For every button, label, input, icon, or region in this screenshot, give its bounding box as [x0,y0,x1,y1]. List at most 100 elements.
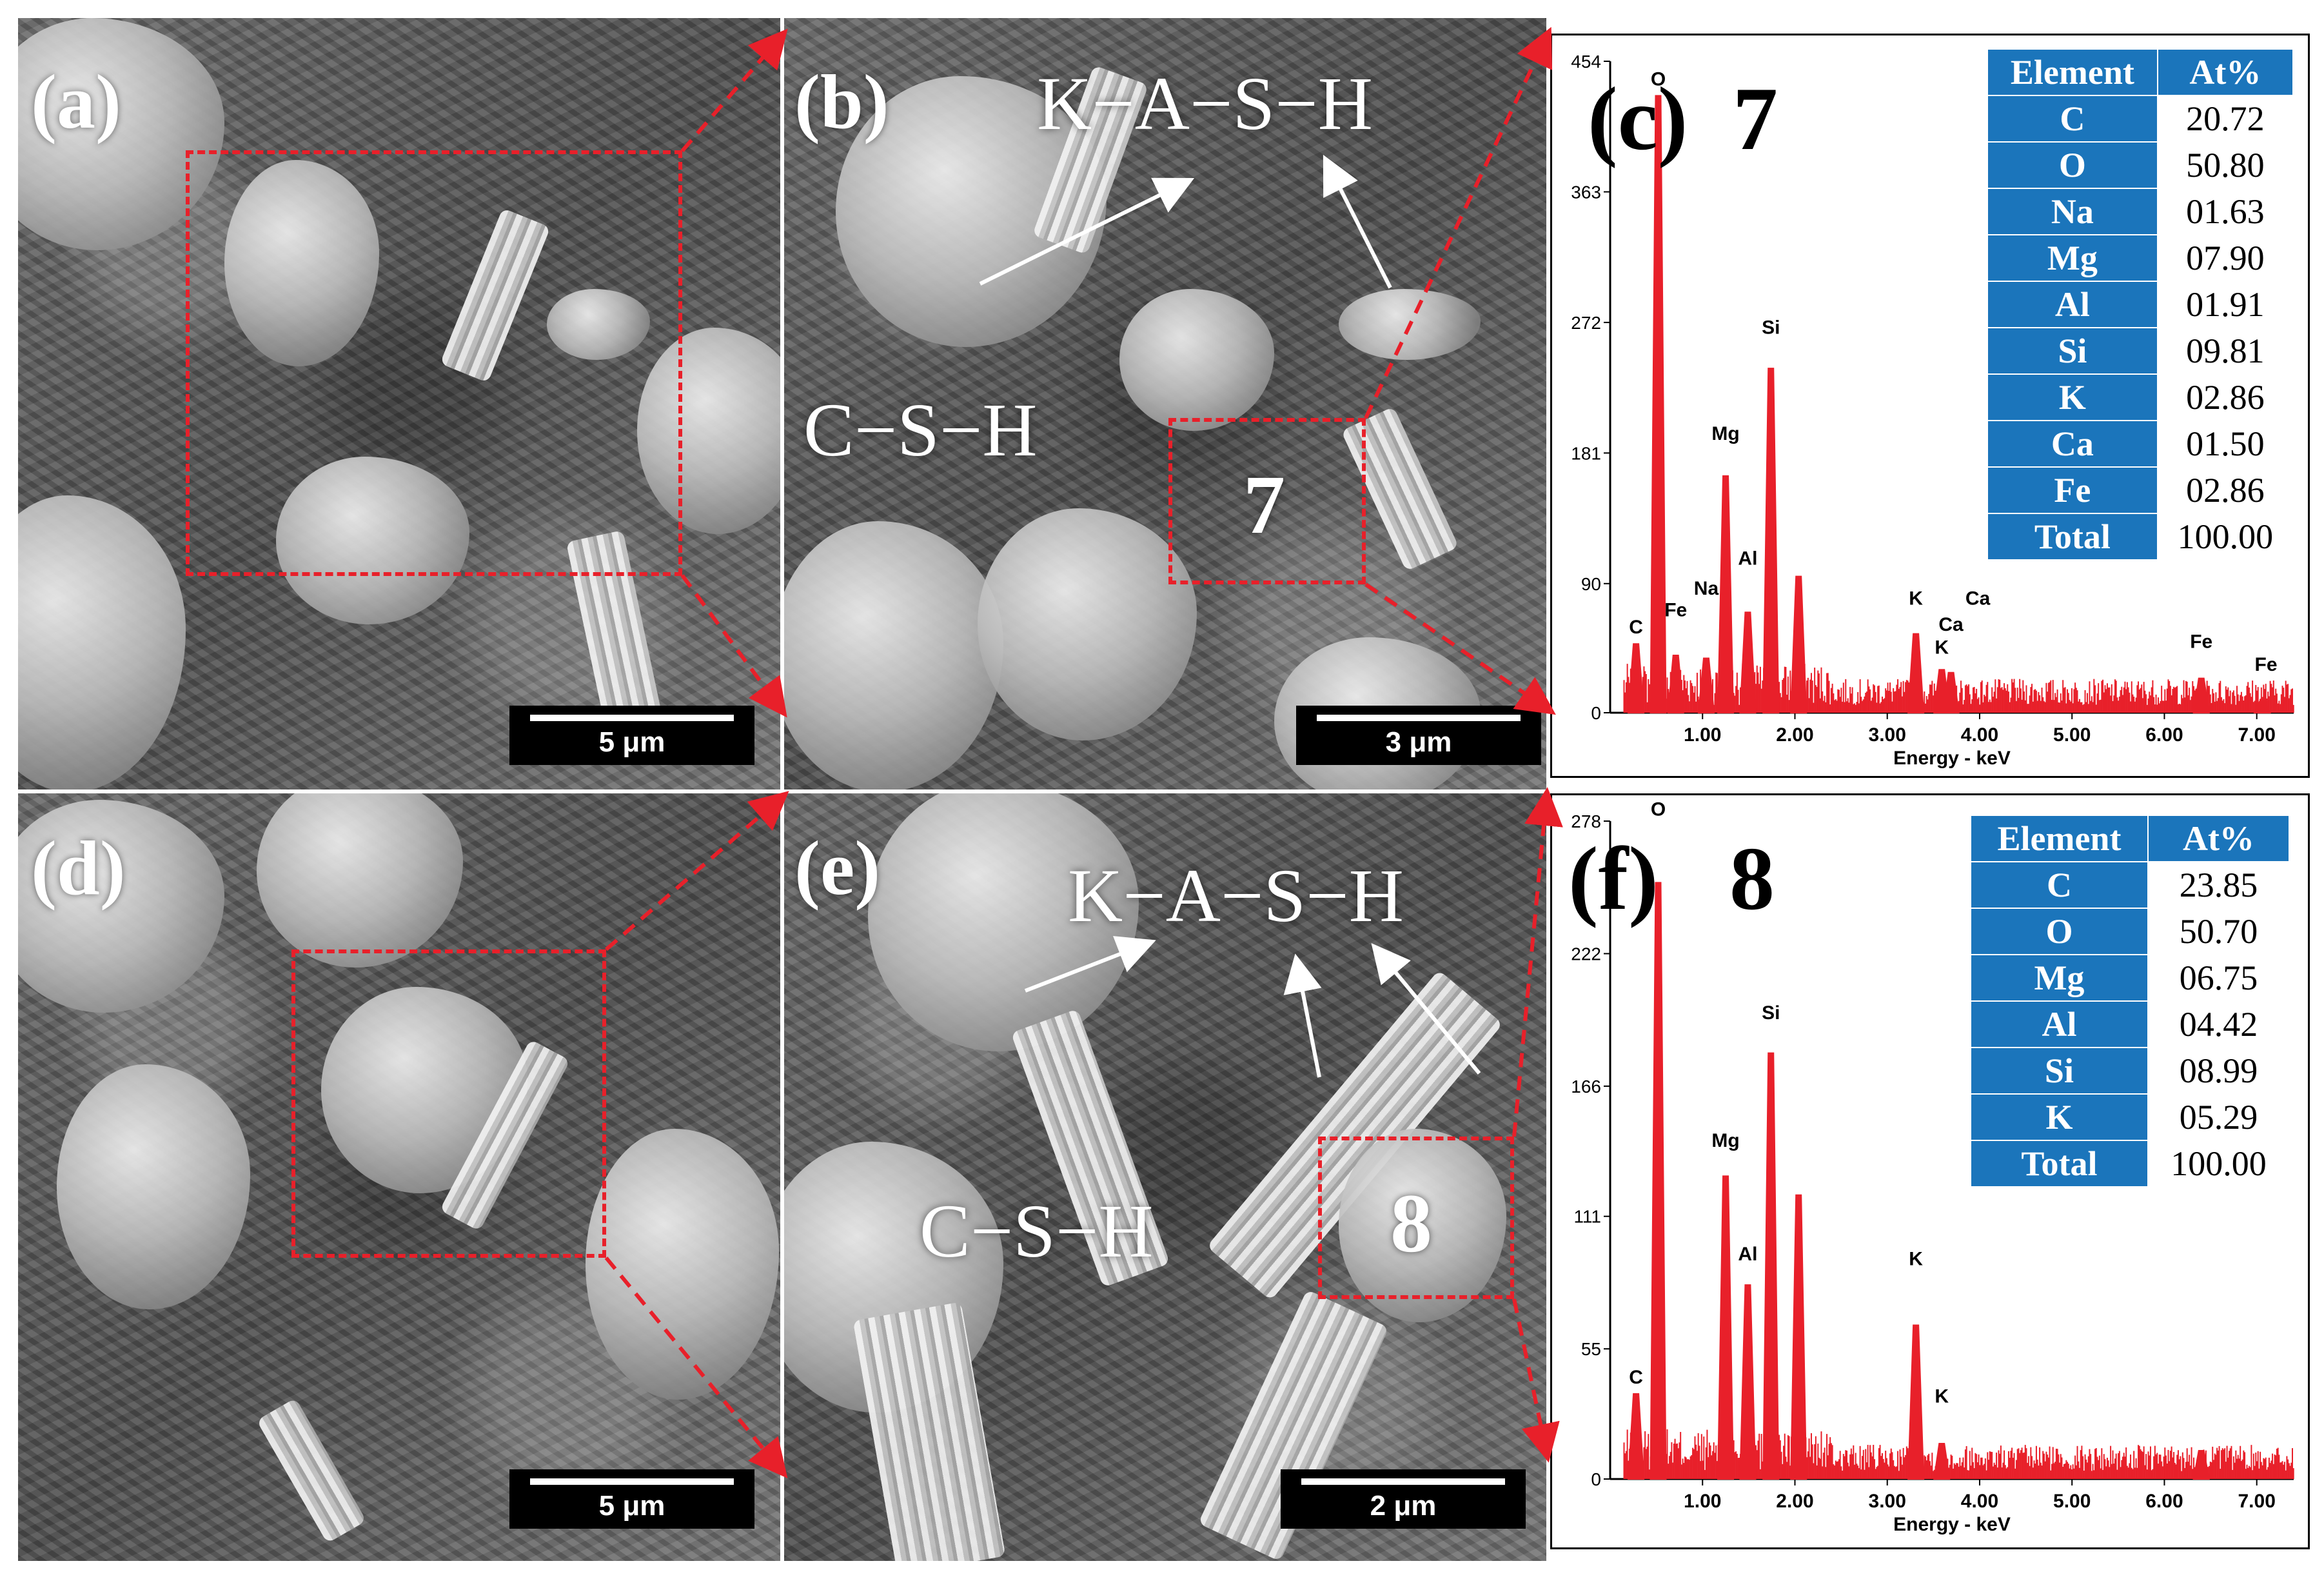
at-percent-cell: 06.75 [2147,954,2290,1002]
at-percent-cell: 02.86 [2156,373,2294,421]
peak-label: Al [1738,548,1757,569]
at-percent-cell: 01.50 [2156,420,2294,468]
eds-point-box-8 [1318,1137,1514,1299]
x-tick-label: 1.00 [1684,724,1721,746]
at-percent-cell: 02.86 [2156,466,2294,514]
at-percent-cell: 100.00 [2147,1140,2290,1187]
element-cell: Fe [1987,466,2158,514]
peak-label: K [1935,637,1949,658]
y-tick-label: 0 [1591,703,1601,723]
element-cell: Total [1970,1140,2149,1187]
scale-bar-line [1301,1478,1505,1485]
y-tick-label: 111 [1573,1207,1601,1227]
table-row: Si 09.81 [1987,327,2294,375]
element-cell: Total [1987,513,2158,561]
particle [868,793,1139,1051]
at-percent-cell: 05.29 [2147,1093,2290,1141]
scale-bar-e: 2 μm [1281,1469,1526,1529]
y-tick-label: 454 [1571,52,1601,72]
scale-bar-line [530,1478,734,1485]
spectrum-peak [1790,1194,1807,1480]
zoom-region-box-d [291,949,606,1258]
at-percent-cell: 01.63 [2156,188,2294,235]
scale-bar-line [1317,715,1521,721]
spectrum-peak-si [1762,368,1780,713]
panel-label-b: (b) [794,59,889,144]
peak-label: Fe [1664,600,1687,621]
table-header-at-percent: At% [2156,48,2294,96]
spectrum-peak-al [1739,1284,1757,1480]
table-row: Fe 02.86 [1987,466,2294,514]
element-cell: Si [1970,1047,2149,1095]
at-percent-cell: 50.70 [2147,908,2290,955]
particle [18,800,224,1013]
eds-point-number-8: 8 [1390,1177,1432,1270]
zoom-region-box-a [186,150,682,576]
y-tick-label: 90 [1581,574,1601,594]
spectrum-peak-c [1628,643,1645,713]
peak-label: O [1651,68,1666,90]
peak-label: C [1629,617,1643,638]
peak-label: Mg [1711,1130,1739,1151]
at-percent-cell: 100.00 [2156,513,2294,561]
element-cell: K [1970,1093,2149,1141]
spectrum-peak-si [1762,1052,1780,1480]
particle [978,508,1197,740]
y-tick-label: 278 [1571,811,1601,831]
table-row: Na 01.63 [1987,188,2294,235]
x-tick-label: 6.00 [2145,1491,2183,1512]
scale-bar-label: 3 μm [1385,726,1452,758]
y-tick-label: 181 [1571,443,1601,463]
composition-table-f: Element At% C 23.85 O 50.70 Mg 06.75 Al 04.4… [1970,815,2290,1187]
element-cell: O [1987,141,2158,189]
element-cell: Si [1987,327,2158,375]
particle [57,1064,250,1309]
scale-bar-label: 5 μm [598,726,665,758]
x-tick-label: 3.00 [1869,1491,1906,1512]
x-tick-label: 5.00 [2053,1491,2091,1512]
table-row: Si 08.99 [1970,1047,2290,1095]
table-header-row: Element At% [1987,48,2294,96]
element-cell: Ca [1987,420,2158,468]
table-row: Mg 06.75 [1970,954,2290,1002]
particle [637,328,780,534]
sem-panel-e: (e) K−A−S−H C−S−H 8 2 μm [784,793,1546,1561]
spectrum-peak-k [1907,1324,1925,1480]
phase-label-csh: C−S−H [920,1189,1154,1273]
scale-bar-label: 2 μm [1370,1490,1437,1522]
peak-label: K [1909,1248,1923,1269]
scale-bar-b: 3 μm [1296,706,1541,765]
scale-bar-d: 5 μm [509,1469,754,1529]
x-axis-label: Energy - keV [1893,748,2011,769]
peak-label: K [1935,1385,1949,1407]
element-cell: Al [1987,281,2158,328]
table-row: Al 01.91 [1987,281,2294,328]
x-tick-label: 2.00 [1776,724,1813,746]
spectrum-peak-fe [2192,677,2210,713]
at-percent-cell: 50.80 [2156,141,2294,189]
panel-label-c: (c) [1588,69,1688,169]
x-tick-label: 4.00 [1961,1491,1998,1512]
peak-label: O [1651,799,1666,820]
peak-label: Na [1694,578,1719,599]
spectrum-peak-al [1739,611,1757,713]
element-cell: K [1987,373,2158,421]
sem-panel-b: (b) K−A−S−H C−S−H 7 3 μm [784,18,1546,790]
table-header-at-percent: At% [2147,815,2290,862]
at-percent-cell: 07.90 [2156,234,2294,282]
table-row: K 02.86 [1987,373,2294,421]
table-row: Al 04.42 [1970,1000,2290,1048]
x-tick-label: 1.00 [1684,1491,1721,1512]
spectrum-peak [2192,1449,2210,1480]
particle [224,160,379,366]
eds-point-number-7: 7 [1243,459,1285,551]
at-percent-cell: 09.81 [2156,327,2294,375]
y-tick-label: 363 [1571,182,1601,202]
element-cell: Na [1987,188,2158,235]
eds-panel-f: 0 55 111 166 222 278 1.00 2.00 3.00 4.00 5.00 6.00 7… [1550,793,2310,1549]
spectrum-peak-na [1697,657,1715,713]
x-tick-label: 4.00 [1961,724,1998,746]
sem-panel-d: (d) 5 μm [18,793,780,1561]
peak-label: K [1909,588,1923,610]
table-row: K 05.29 [1970,1093,2290,1141]
